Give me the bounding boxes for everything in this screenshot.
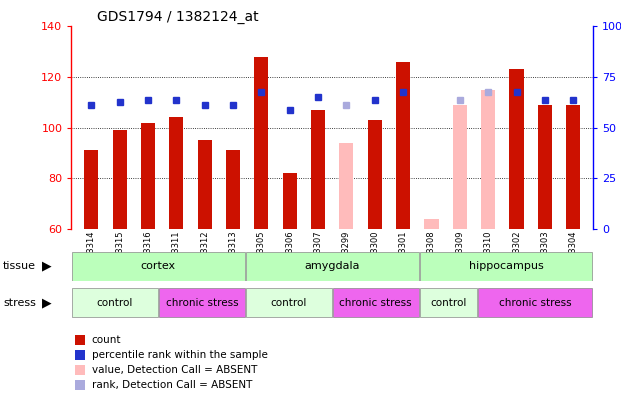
Bar	[246, 288, 332, 318]
Bar	[420, 252, 592, 281]
Text: control: control	[97, 298, 133, 308]
Text: GDS1794 / 1382124_at: GDS1794 / 1382124_at	[97, 10, 259, 24]
Text: control: control	[271, 298, 307, 308]
Bar	[538, 105, 552, 229]
Bar	[226, 150, 240, 229]
Bar	[396, 62, 410, 229]
Bar	[75, 350, 85, 360]
Text: count: count	[92, 335, 121, 345]
Bar	[75, 380, 85, 390]
Bar	[75, 365, 85, 375]
Bar	[478, 288, 592, 318]
Bar	[420, 288, 476, 318]
Bar	[509, 69, 524, 229]
Bar	[339, 143, 353, 229]
Bar	[481, 90, 496, 229]
Text: ▶: ▶	[42, 296, 52, 309]
Bar	[72, 252, 245, 281]
Bar	[333, 288, 419, 318]
Bar	[254, 57, 268, 229]
Bar	[169, 117, 183, 229]
Bar	[424, 219, 438, 229]
Bar	[453, 105, 467, 229]
Text: value, Detection Call = ABSENT: value, Detection Call = ABSENT	[92, 365, 257, 375]
Bar	[283, 173, 297, 229]
Bar	[112, 130, 127, 229]
Bar	[84, 150, 98, 229]
Bar	[72, 288, 158, 318]
Text: stress: stress	[3, 298, 36, 308]
Text: chronic stress: chronic stress	[499, 298, 571, 308]
Bar	[566, 105, 580, 229]
Text: percentile rank within the sample: percentile rank within the sample	[92, 350, 268, 360]
Text: rank, Detection Call = ABSENT: rank, Detection Call = ABSENT	[92, 380, 252, 390]
Text: hippocampus: hippocampus	[469, 261, 543, 271]
Bar	[368, 120, 382, 229]
Text: amygdala: amygdala	[304, 261, 360, 271]
Bar	[141, 122, 155, 229]
Bar	[246, 252, 419, 281]
Text: chronic stress: chronic stress	[166, 298, 238, 308]
Bar	[197, 140, 212, 229]
Text: ▶: ▶	[42, 260, 52, 273]
Bar	[311, 110, 325, 229]
Bar	[75, 335, 85, 345]
Text: cortex: cortex	[141, 261, 176, 271]
Text: chronic stress: chronic stress	[340, 298, 412, 308]
Text: control: control	[430, 298, 466, 308]
Bar	[159, 288, 245, 318]
Text: tissue: tissue	[3, 261, 36, 271]
